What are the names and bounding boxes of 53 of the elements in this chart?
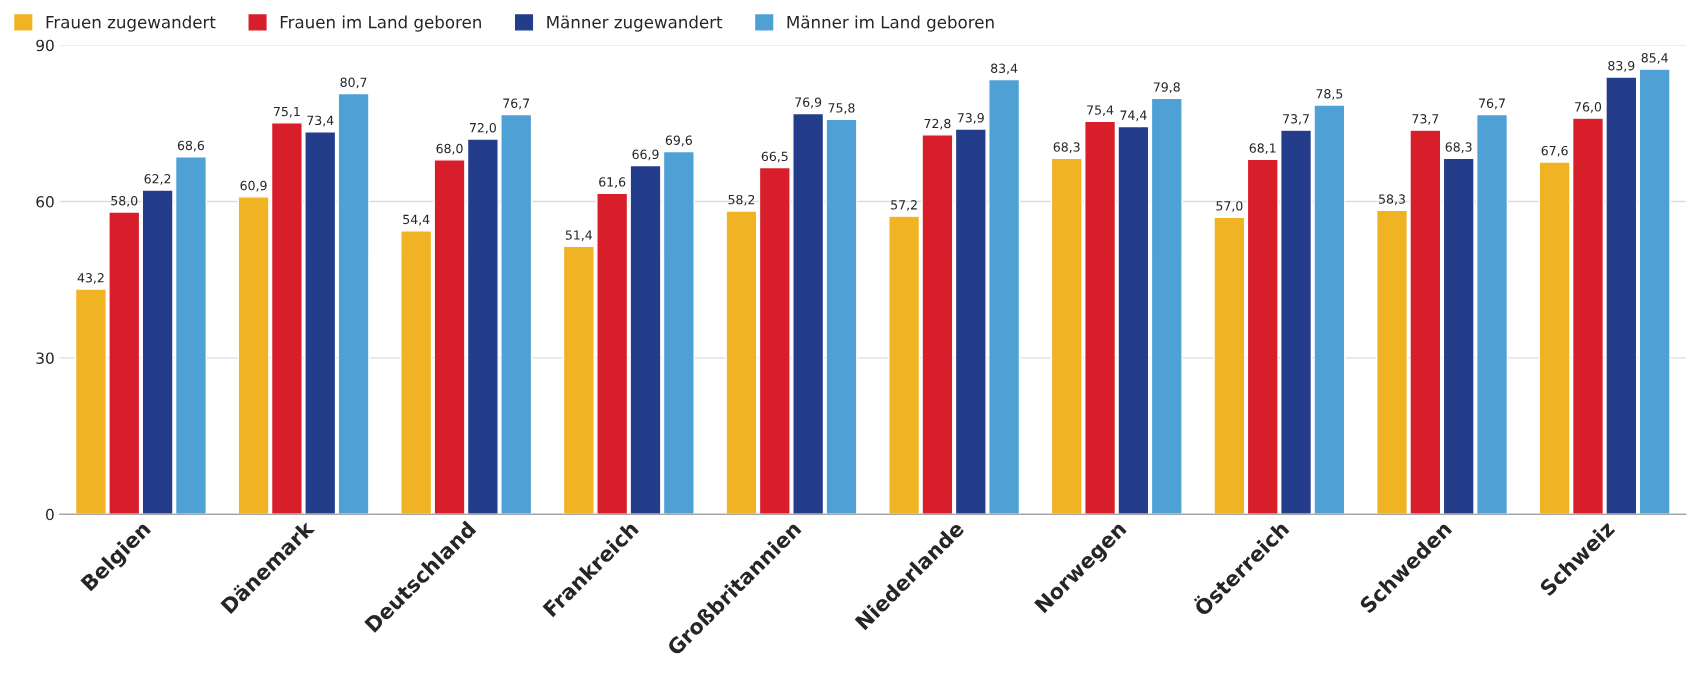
bar xyxy=(725,210,758,515)
data-label: 74,4 xyxy=(1120,110,1147,122)
data-label: 83,9 xyxy=(1608,60,1635,72)
data-label: 68,3 xyxy=(1445,142,1472,153)
data-label: 66,5 xyxy=(761,151,788,163)
bar xyxy=(337,92,370,515)
legend-label: Männer im Land geboren xyxy=(787,15,994,32)
data-label: 73,7 xyxy=(1412,114,1439,125)
data-label: 61,6 xyxy=(599,177,626,188)
legend-label: Frauen im Land geboren xyxy=(280,15,481,32)
data-label: 58,0 xyxy=(111,195,138,207)
bar xyxy=(1638,68,1671,515)
data-label: 73,7 xyxy=(1283,114,1309,125)
data-label: 66,9 xyxy=(632,149,659,161)
data-label: 54,4 xyxy=(403,214,430,226)
data-label: 68,3 xyxy=(1053,142,1080,153)
data-label: 68,1 xyxy=(1249,143,1276,155)
data-label: 73,9 xyxy=(957,113,984,124)
y-tick-label: 90 xyxy=(36,39,54,52)
data-label: 85,4 xyxy=(1641,53,1668,64)
data-label: 62,2 xyxy=(144,174,171,185)
data-label: 58,2 xyxy=(728,194,755,206)
bar xyxy=(1150,97,1183,515)
data-label: 78,5 xyxy=(1316,89,1343,100)
data-label: 58,3 xyxy=(1379,194,1405,206)
data-label: 69,6 xyxy=(665,135,692,147)
data-label: 51,4 xyxy=(565,230,593,242)
data-label: 57,0 xyxy=(1216,201,1243,212)
data-label: 67,6 xyxy=(1541,145,1568,157)
legend-label: Männer zugewandert xyxy=(547,15,723,32)
data-label: 72,0 xyxy=(469,122,496,134)
data-label: 76,0 xyxy=(1575,102,1602,113)
data-label: 76,7 xyxy=(1479,98,1505,110)
data-label: 68,6 xyxy=(177,140,205,152)
y-tick-label: 0 xyxy=(46,508,54,521)
data-label: 60,9 xyxy=(240,180,267,192)
legend-label: Frauen zugewandert xyxy=(46,15,216,32)
data-label: 75,1 xyxy=(274,106,300,118)
bar xyxy=(1213,216,1246,515)
data-label: 83,4 xyxy=(991,63,1018,75)
data-label: 43,2 xyxy=(77,273,104,284)
y-tick-label: 60 xyxy=(36,196,54,208)
data-label: 75,8 xyxy=(828,103,855,114)
data-label: 79,8 xyxy=(1153,82,1180,94)
data-label: 73,4 xyxy=(307,115,334,127)
data-label: 76,7 xyxy=(503,98,530,110)
data-label: 76,9 xyxy=(795,97,822,109)
data-label: 72,8 xyxy=(924,118,951,130)
data-label: 68,0 xyxy=(436,143,463,155)
data-label: 57,2 xyxy=(891,200,917,211)
y-tick-label: 30 xyxy=(36,352,54,364)
data-label: 80,7 xyxy=(340,77,367,89)
data-label: 75,4 xyxy=(1087,105,1114,116)
